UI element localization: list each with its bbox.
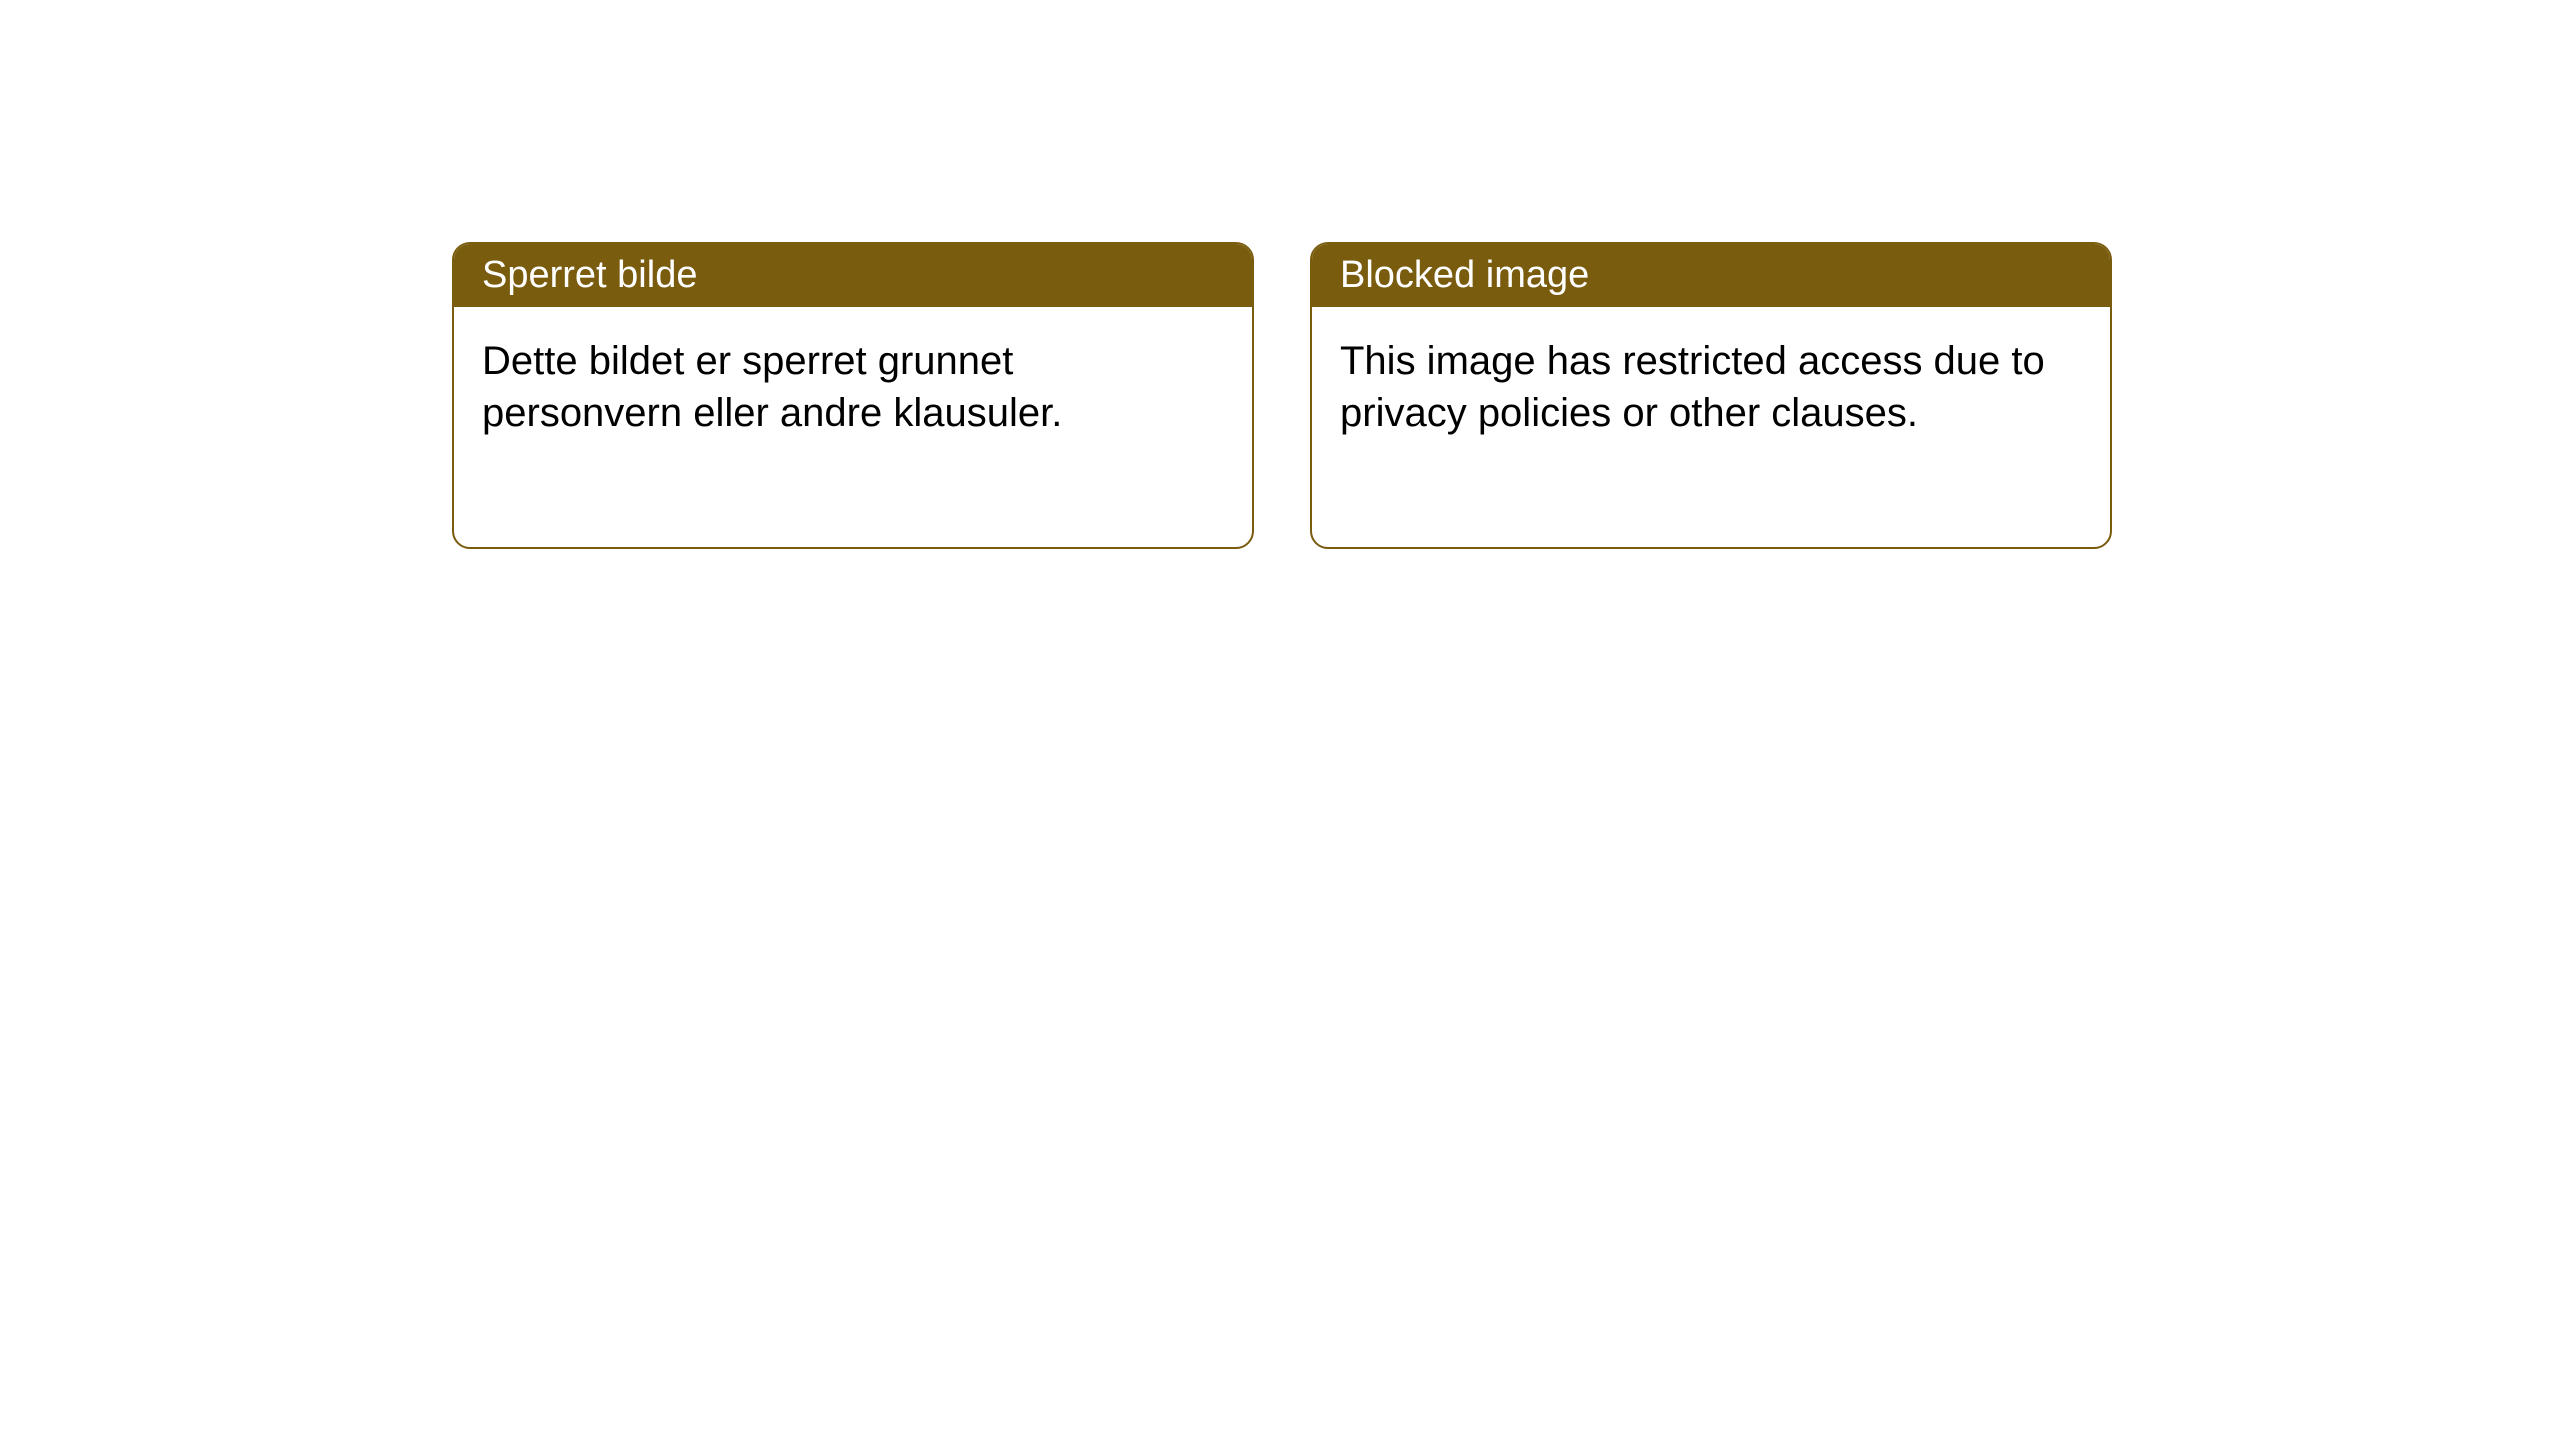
notice-card-english: Blocked image This image has restricted … — [1310, 242, 2112, 549]
notice-card-title: Blocked image — [1312, 244, 2110, 307]
notice-card-body: This image has restricted access due to … — [1312, 307, 2110, 547]
notice-card-norwegian: Sperret bilde Dette bildet er sperret gr… — [452, 242, 1254, 549]
notice-card-title: Sperret bilde — [454, 244, 1252, 307]
notice-card-body: Dette bildet er sperret grunnet personve… — [454, 307, 1252, 547]
notice-cards-container: Sperret bilde Dette bildet er sperret gr… — [0, 0, 2560, 549]
